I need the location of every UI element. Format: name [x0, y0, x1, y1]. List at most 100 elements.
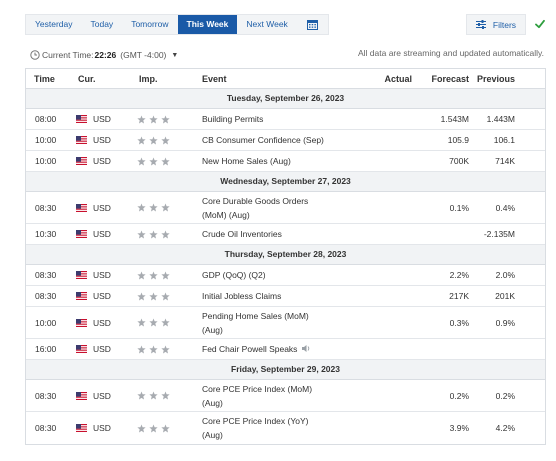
event-row[interactable]: 10:00 USD CB Consumer Confidence (Sep) 105.…: [26, 130, 545, 151]
day-header: Friday, September 29, 2023: [26, 360, 545, 380]
event-row[interactable]: 10:30 USD Crude Oil Inventories -2.135M: [26, 224, 545, 245]
calendar-icon: [306, 20, 318, 30]
event-previous: 201K: [495, 291, 515, 301]
event-row[interactable]: 08:30 USD Core PCE Price Index (YoY) (Aug) 3…: [26, 412, 545, 444]
tab-tomorrow[interactable]: Tomorrow: [131, 19, 169, 29]
us-flag-icon: [76, 292, 87, 300]
event-time: 08:30: [35, 423, 57, 433]
event-previous: -2.135M: [483, 229, 515, 239]
importance-star-icon: [149, 270, 158, 279]
event-row[interactable]: 08:00 USD Building Permits 1.543M 1.443M: [26, 109, 545, 130]
importance-star-icon: [149, 291, 158, 300]
importance-star-icon: [149, 423, 158, 432]
event-forecast: 3.9%: [449, 423, 469, 433]
importance-star-icon: [137, 270, 146, 279]
event-row[interactable]: 16:00 USD Fed Chair Powell Speaks: [26, 339, 545, 360]
tab-yesterday[interactable]: Yesterday: [35, 19, 73, 29]
event-forecast: 0.1%: [449, 202, 469, 213]
event-time: 10:00: [35, 135, 57, 145]
event-previous: 1.443M: [486, 114, 515, 124]
col-actual-header: Actual: [384, 73, 412, 84]
event-row[interactable]: 08:30 USD Core Durable Goods Orders (MoM) (…: [26, 192, 545, 224]
event-importance: [119, 135, 191, 145]
importance-star-icon: [137, 344, 146, 353]
event-time: 08:00: [35, 114, 57, 124]
event-time: 10:00: [35, 156, 57, 166]
importance-star-icon: [149, 203, 158, 212]
event-row[interactable]: 08:30 USD Core PCE Price Index (MoM) (Aug) 0…: [26, 380, 545, 412]
event-name[interactable]: Fed Chair Powell Speaks: [191, 342, 351, 356]
event-time: 08:30: [35, 291, 57, 301]
event-name[interactable]: Building Permits: [191, 112, 351, 126]
currency-code: USD: [93, 270, 111, 280]
importance-star-icon: [161, 114, 170, 123]
table-body: Tuesday, September 26, 2023 08:00 USD Build…: [26, 89, 545, 444]
calendar-button[interactable]: [297, 15, 328, 34]
event-name[interactable]: Core Durable Goods Orders (MoM) (Aug): [191, 194, 351, 222]
event-name[interactable]: Initial Jobless Claims: [191, 289, 351, 303]
importance-star-icon: [149, 391, 158, 400]
importance-star-icon: [149, 229, 158, 238]
current-time-label: Current Time:: [42, 50, 94, 60]
event-name[interactable]: Core PCE Price Index (YoY) (Aug): [191, 414, 351, 442]
event-name-line: Fed Chair Powell Speaks: [202, 344, 298, 354]
us-flag-icon: [76, 136, 87, 144]
event-row[interactable]: 10:00 USD New Home Sales (Aug) 700K 714K: [26, 151, 545, 172]
us-flag-icon: [76, 318, 87, 327]
tab-next-week[interactable]: Next Week: [246, 19, 288, 29]
event-currency: USD: [66, 156, 119, 166]
event-forecast: 0.3%: [449, 317, 469, 328]
event-importance: [119, 203, 191, 212]
importance-star-icon: [137, 291, 146, 300]
event-currency: USD: [66, 423, 119, 433]
event-row[interactable]: 08:30 USD Initial Jobless Claims 217K 201K: [26, 286, 545, 307]
importance-star-icon: [149, 156, 158, 165]
us-flag-icon: [76, 115, 87, 123]
importance-star-icon: [161, 203, 170, 212]
event-name-line: (Aug): [202, 397, 223, 408]
event-importance: [119, 423, 191, 433]
currency-code: USD: [93, 156, 111, 166]
tab-this-week[interactable]: This Week: [177, 15, 238, 34]
importance-star-icon: [161, 135, 170, 144]
check-icon: [535, 19, 545, 29]
tab-today[interactable]: Today: [90, 19, 114, 29]
event-name[interactable]: Pending Home Sales (MoM) (Aug): [191, 309, 351, 337]
event-row[interactable]: 08:30 USD GDP (QoQ) (Q2) 2.2% 2.0%: [26, 265, 545, 286]
event-name-line: Core PCE Price Index (MoM): [202, 383, 313, 394]
filters-button[interactable]: Filters: [466, 14, 526, 35]
event-importance: [119, 114, 191, 124]
current-time-bar[interactable]: Current Time: 22:26 (GMT -4:00) ▼: [30, 50, 178, 60]
speaker-icon: [302, 345, 310, 352]
event-name[interactable]: New Home Sales (Aug): [191, 154, 351, 168]
importance-star-icon: [137, 423, 146, 432]
event-previous: 0.9%: [495, 317, 515, 328]
event-name-line: (Aug): [202, 430, 223, 440]
event-time: 08:30: [35, 390, 57, 401]
event-forecast: 1.543M: [440, 114, 469, 124]
event-name[interactable]: Core PCE Price Index (MoM) (Aug): [191, 382, 351, 410]
event-name[interactable]: CB Consumer Confidence (Sep): [191, 133, 351, 147]
event-currency: USD: [66, 344, 119, 354]
event-row[interactable]: 10:00 USD Pending Home Sales (MoM) (Aug) 0.3…: [26, 307, 545, 339]
event-previous: 714K: [495, 156, 515, 166]
importance-star-icon: [137, 391, 146, 400]
currency-code: USD: [93, 390, 111, 401]
importance-star-icon: [161, 344, 170, 353]
event-name[interactable]: Crude Oil Inventories: [191, 227, 351, 241]
event-name-line: Core PCE Price Index (YoY): [202, 416, 309, 426]
importance-star-icon: [161, 391, 170, 400]
event-name-line: (MoM) (Aug): [202, 209, 250, 220]
us-flag-icon: [76, 271, 87, 279]
timezone-label: (GMT -4:00): [120, 50, 167, 60]
event-previous: 0.2%: [495, 390, 515, 401]
event-importance: [119, 391, 191, 400]
importance-star-icon: [137, 318, 146, 327]
currency-code: USD: [93, 423, 111, 433]
importance-star-icon: [137, 156, 146, 165]
event-forecast: 105.9: [447, 135, 469, 145]
importance-star-icon: [149, 114, 158, 123]
streaming-note: All data are streaming and updated autom…: [357, 48, 544, 58]
event-currency: USD: [66, 203, 119, 213]
event-name[interactable]: GDP (QoQ) (Q2): [191, 268, 351, 282]
